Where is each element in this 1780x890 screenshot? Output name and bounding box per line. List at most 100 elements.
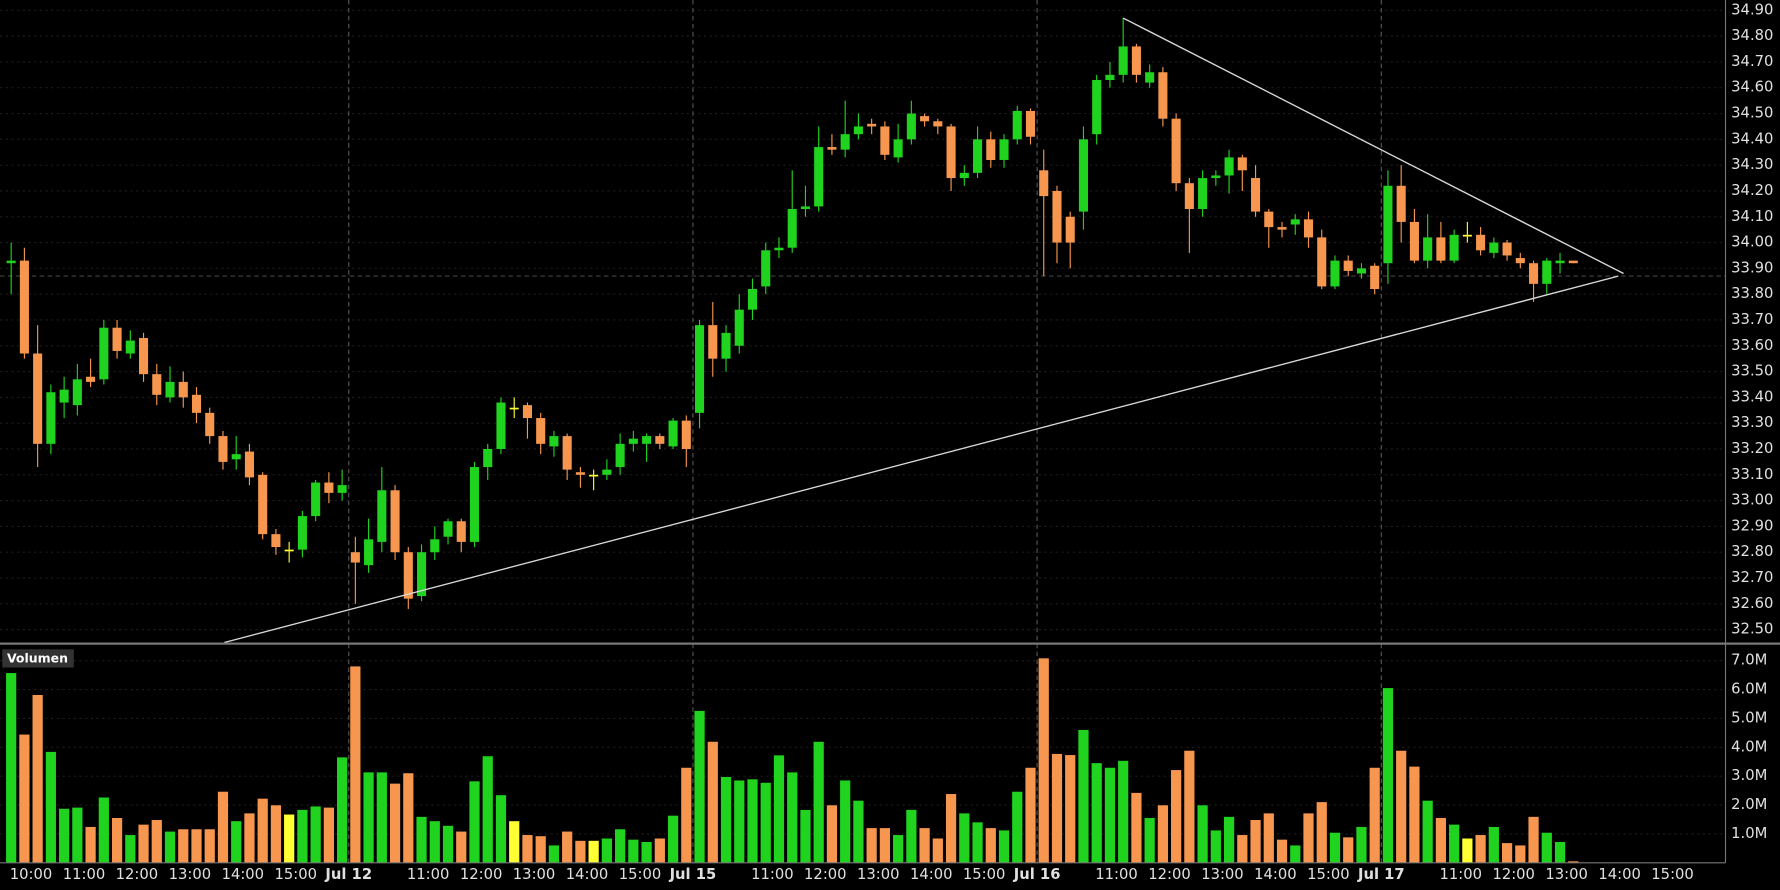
volume-bar [998, 830, 1010, 863]
volume-bar [1488, 826, 1499, 863]
candle-body [536, 418, 546, 444]
candle-body [19, 260, 29, 354]
volume-tick-label: 6.0M [1731, 681, 1767, 698]
candle-body [1237, 157, 1247, 171]
volume-tick-label: 4.0M [1731, 738, 1767, 755]
volume-bar [1144, 818, 1155, 863]
volume-bar [363, 772, 374, 863]
volume-bar [879, 828, 890, 863]
candle-body [867, 123, 877, 127]
candle-body [1224, 157, 1234, 176]
volume-bar [1316, 802, 1327, 863]
volume-bar [1290, 845, 1301, 863]
volume-bar [297, 809, 308, 863]
volume-bar [1210, 830, 1221, 863]
volume-bar [376, 772, 387, 863]
candle-body [787, 209, 797, 248]
candle-body [33, 353, 43, 444]
candle-body [933, 121, 943, 127]
candle-body [840, 134, 850, 150]
candle-body [1409, 221, 1419, 261]
y-tick-label: 34.80 [1731, 27, 1773, 44]
candle-body [403, 552, 413, 599]
volume-bar [575, 840, 586, 863]
labels-layer: 32.50 32.60 32.70 32.80 32.90 33.00 33.10 33.20… [10, 1, 1774, 883]
candle-body [999, 139, 1009, 160]
volume-bar [1303, 813, 1314, 863]
volume-bar [191, 829, 202, 863]
volume-bar [1369, 767, 1380, 863]
candle-body [986, 139, 996, 160]
x-tick-label: 11:00 [63, 866, 106, 883]
volume-bar [548, 845, 560, 863]
volume-bar [667, 815, 679, 863]
volume-bar [151, 820, 162, 863]
volume-bar [482, 756, 493, 863]
candle-body [1356, 268, 1366, 274]
volume-bar [826, 805, 838, 863]
volume-bar [681, 767, 692, 863]
candle-body [1529, 263, 1539, 284]
volume-bar [350, 666, 361, 863]
candle-body [1078, 139, 1088, 212]
volume-bar [1250, 820, 1261, 863]
volume-bar [707, 741, 718, 863]
candle-body [1542, 260, 1552, 284]
volume-bar [111, 818, 123, 863]
candle-body [774, 247, 784, 251]
volume-label-box [2, 649, 74, 668]
x-tick-label: 13:00 [857, 866, 900, 883]
candle-body [112, 327, 122, 351]
candle-body [1211, 175, 1221, 179]
volume-bar [72, 807, 83, 863]
volume-bar [310, 806, 321, 863]
volume-bar [840, 780, 851, 863]
candle-body [1158, 72, 1168, 119]
y-tick-label: 32.90 [1731, 517, 1773, 534]
candle-body [681, 420, 691, 449]
volume-bar [469, 781, 480, 863]
candle-body [1555, 260, 1565, 264]
candle-body [496, 402, 506, 449]
x-tick-label: 14:00 [566, 866, 609, 883]
candle-body [72, 379, 82, 406]
volume-bar [1118, 760, 1129, 863]
candle-body [708, 325, 718, 359]
volume-bar [204, 829, 215, 863]
volume-bar [19, 734, 30, 863]
volume-bar [1276, 839, 1288, 863]
volume-bar [720, 776, 732, 863]
y-tick-label: 34.60 [1731, 79, 1773, 96]
volume-bar [1131, 792, 1142, 863]
volume-bar [1501, 843, 1513, 863]
volume-bar [178, 829, 189, 863]
volume-bar [1528, 816, 1539, 863]
candle-body [139, 338, 149, 375]
x-tick-label: Jul 12 [324, 866, 372, 883]
y-tick-label: 32.80 [1731, 543, 1773, 560]
candle-body [1502, 242, 1512, 256]
volume-bar [919, 828, 930, 863]
candle-body [575, 472, 585, 475]
volume-bar [945, 794, 957, 863]
candle-body [218, 436, 228, 462]
volume-bar [588, 840, 599, 863]
candle-body [814, 147, 824, 207]
candle-body [509, 407, 519, 410]
volume-bar [734, 780, 745, 863]
y-tick-label: 32.50 [1731, 621, 1773, 638]
candle-body [1396, 185, 1406, 222]
candle-body [628, 438, 638, 444]
candle-body [165, 381, 175, 398]
volume-bar [1078, 729, 1089, 863]
candle-body [191, 394, 202, 413]
volume-bar [562, 831, 573, 863]
volume-bar [59, 808, 70, 863]
candle-body [589, 474, 599, 477]
volume-bar [773, 755, 785, 863]
volume-bar [284, 814, 295, 863]
volume-bar [337, 757, 348, 863]
volume-bar [416, 816, 427, 863]
volume-bar [389, 783, 401, 863]
candle-body [920, 116, 930, 122]
